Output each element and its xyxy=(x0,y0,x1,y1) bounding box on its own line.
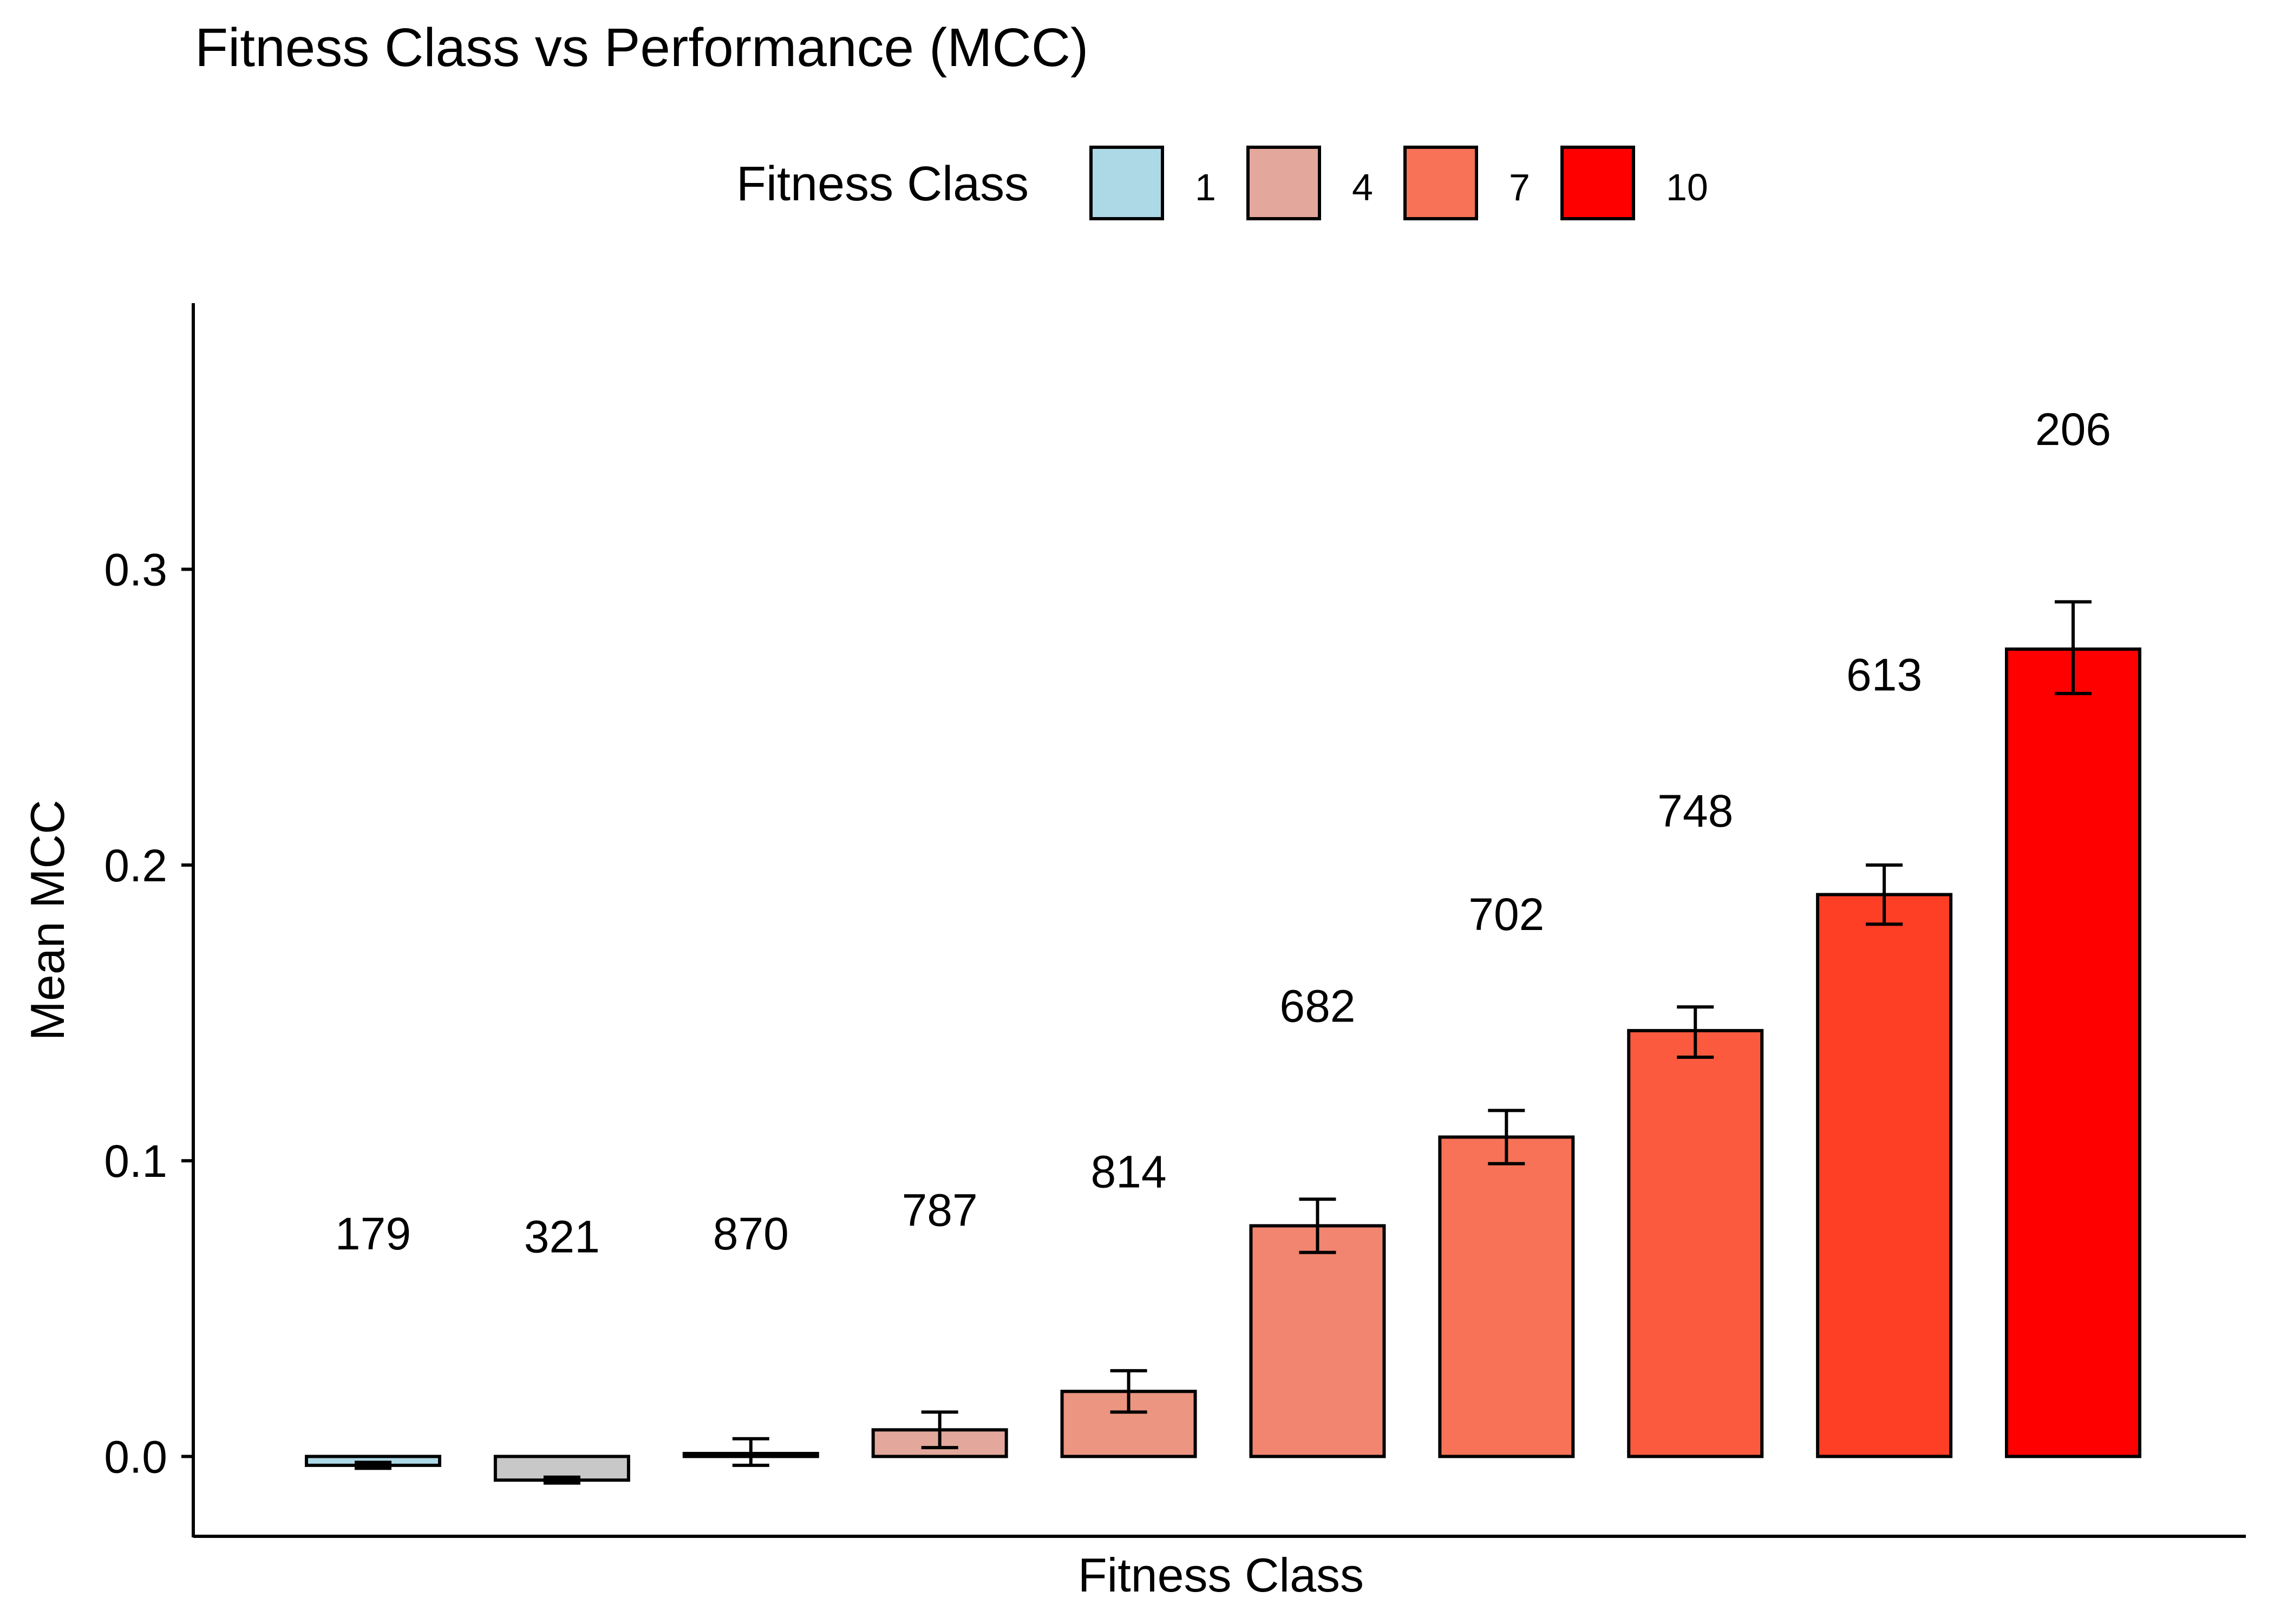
bar-7 xyxy=(1438,1135,1575,1458)
y-tick-label: 0.1 xyxy=(104,1136,167,1187)
count-label-5: 814 xyxy=(1090,1146,1166,1197)
y-ticks: 0.0 0.1 0.2 0.3 xyxy=(104,545,193,1483)
y-tick-label: 0.3 xyxy=(104,545,167,595)
bars-layer xyxy=(305,647,2141,1482)
bar-6 xyxy=(1249,1224,1386,1458)
plot-area: 179 321 870 787 814 682 702 748 613 206 xyxy=(305,404,2141,1485)
error-bar-5 xyxy=(1110,1369,1147,1414)
x-axis: Fitness Class xyxy=(193,1535,2246,1602)
count-label-2: 321 xyxy=(524,1212,600,1262)
error-bar-2 xyxy=(543,1475,580,1485)
y-axis: 0.0 0.1 0.2 0.3 Mean MCC xyxy=(21,303,195,1537)
bar-2 xyxy=(493,1455,630,1482)
error-bar-1 xyxy=(355,1461,391,1470)
count-label-4: 787 xyxy=(902,1184,978,1235)
count-label-9: 613 xyxy=(1846,650,1922,700)
count-label-10: 206 xyxy=(2035,404,2111,455)
chart-title: Fitness Class vs Performance (MCC) xyxy=(195,17,1088,78)
error-bar-9 xyxy=(1866,863,1903,926)
errorbars-layer xyxy=(355,600,2092,1485)
bar-9 xyxy=(1816,893,1953,1458)
legend-swatch-4 xyxy=(1246,146,1321,220)
error-bar-8 xyxy=(1677,1005,1714,1059)
count-label-8: 748 xyxy=(1657,785,1733,836)
legend-label-7: 7 xyxy=(1509,166,1530,208)
legend-entries: 1 4 7 10 xyxy=(1089,146,1708,220)
error-bar-6 xyxy=(1299,1197,1336,1254)
error-bar-4 xyxy=(921,1410,958,1450)
legend-swatch-7 xyxy=(1403,146,1478,220)
x-axis-label: Fitness Class xyxy=(1078,1548,1364,1602)
y-tick-label: 0.2 xyxy=(104,840,167,891)
legend-swatch-10 xyxy=(1560,146,1635,220)
count-label-7: 702 xyxy=(1468,889,1544,940)
legend-label-4: 4 xyxy=(1352,166,1373,208)
error-bar-7 xyxy=(1488,1109,1525,1165)
count-label-3: 870 xyxy=(713,1208,789,1259)
legend-swatch-1 xyxy=(1089,146,1164,220)
legend-label-1: 1 xyxy=(1195,166,1216,208)
legend-label-10: 10 xyxy=(1666,166,1708,208)
count-label-1: 179 xyxy=(335,1208,411,1259)
bar-8 xyxy=(1627,1029,1764,1458)
count-labels-layer: 179 321 870 787 814 682 702 748 613 206 xyxy=(335,404,2111,1262)
y-tick-label: 0.0 xyxy=(104,1432,167,1483)
bar-10 xyxy=(2005,647,2141,1458)
count-label-6: 682 xyxy=(1279,980,1355,1031)
y-axis-label: Mean MCC xyxy=(21,800,74,1041)
error-bar-10 xyxy=(2055,600,2092,696)
legend: Fitness Class 1 4 7 10 xyxy=(736,146,1708,220)
error-bar-3 xyxy=(732,1437,769,1467)
legend-title: Fitness Class xyxy=(736,157,1029,211)
